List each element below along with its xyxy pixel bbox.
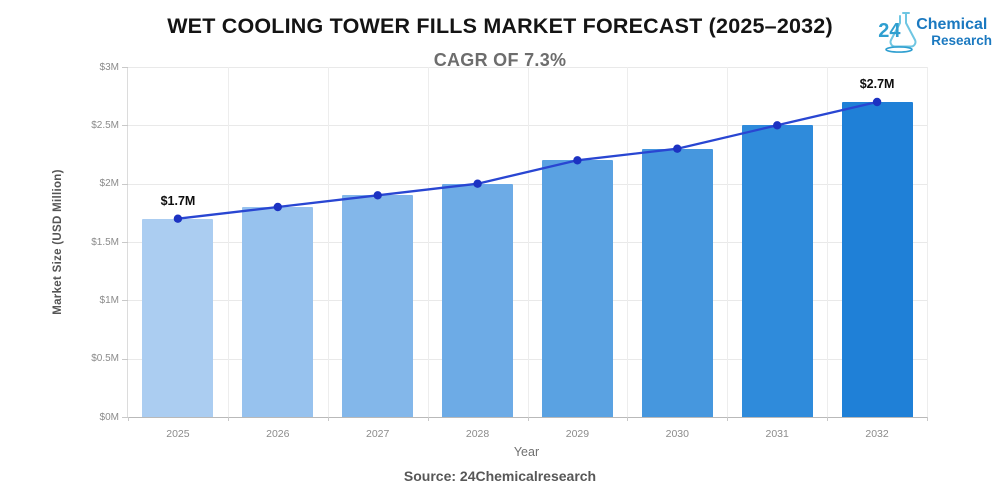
y-tick-label: $0M (99, 411, 119, 423)
y-tick-mark (122, 183, 128, 185)
x-tick-label: 2028 (465, 428, 490, 440)
logo-text: Chemical Research (916, 16, 992, 48)
x-tick-label: 2032 (865, 428, 889, 440)
y-tick-label: $1.5M (91, 236, 119, 248)
point-value-label: $1.7M (160, 193, 196, 208)
vertical-gridline (627, 67, 629, 417)
vertical-gridline (727, 67, 729, 417)
x-tick-mark (327, 417, 329, 421)
x-tick-mark (128, 417, 129, 421)
point-value-label: $2.7M (859, 77, 895, 91)
x-tick-mark (627, 417, 629, 421)
x-tick-label: 2025 (166, 428, 190, 440)
x-axis-title: Year (513, 445, 540, 459)
y-tick-label: $2.5M (91, 119, 119, 131)
x-tick-mark (927, 417, 928, 421)
vertical-gridline (927, 67, 928, 417)
flask-icon: 24 (876, 8, 922, 54)
y-tick-mark (122, 300, 128, 302)
y-tick-mark (122, 358, 128, 360)
y-tick-label: $0.5M (91, 353, 119, 365)
chart-title: WET COOLING TOWER FILLS MARKET FORECAST … (167, 14, 833, 38)
x-tick-mark (227, 417, 229, 421)
bar-2032[interactable] (841, 102, 913, 417)
company-logo: 24 Chemical Research (876, 8, 992, 54)
source-caption: Source: 24Chemicalresearch (403, 468, 597, 484)
x-tick-mark (727, 417, 729, 421)
x-tick-label: 2029 (565, 428, 590, 440)
vertical-gridline (827, 67, 829, 417)
y-tick-mark (122, 417, 128, 418)
logo-line2: Research (931, 32, 992, 48)
x-tick-label: 2026 (266, 428, 290, 440)
y-tick-mark (122, 67, 128, 68)
vertical-gridline (527, 67, 529, 417)
x-tick-mark (527, 417, 529, 421)
bar-2027[interactable] (342, 195, 414, 417)
bar-2031[interactable] (741, 125, 813, 417)
x-tick-mark (427, 417, 429, 421)
plot-area: 2025 2026 2027 2028 2029 2030 2031 2032 $1.7M $2.… (122, 67, 928, 440)
bar-2026[interactable] (242, 207, 314, 417)
logo-number: 24 (878, 20, 901, 42)
x-tick-label: 2030 (665, 428, 689, 440)
bar-2030[interactable] (641, 148, 713, 417)
y-tick-mark (122, 125, 128, 127)
vertical-gridline (427, 67, 429, 417)
y-axis-labels: $0M $0.5M $1M $1.5M $2M $2.5M $3M (55, 62, 119, 423)
x-tick-label: 2031 (765, 428, 789, 440)
bar-2028[interactable] (442, 183, 514, 417)
y-tick-label: $1M (99, 294, 119, 306)
chart-subtitle: CAGR OF 7.3% (433, 50, 567, 70)
bar-2029[interactable] (541, 160, 613, 417)
logo-line1: Chemical (916, 16, 988, 33)
x-tick-label: 2027 (366, 428, 390, 440)
vertical-gridline (327, 67, 329, 417)
y-tick-mark (122, 242, 128, 243)
y-tick-label: $2M (99, 178, 119, 190)
y-tick-label: $3M (99, 61, 119, 73)
bar-2025[interactable] (142, 218, 214, 417)
x-tick-mark (827, 417, 829, 421)
vertical-gridline (227, 67, 229, 417)
